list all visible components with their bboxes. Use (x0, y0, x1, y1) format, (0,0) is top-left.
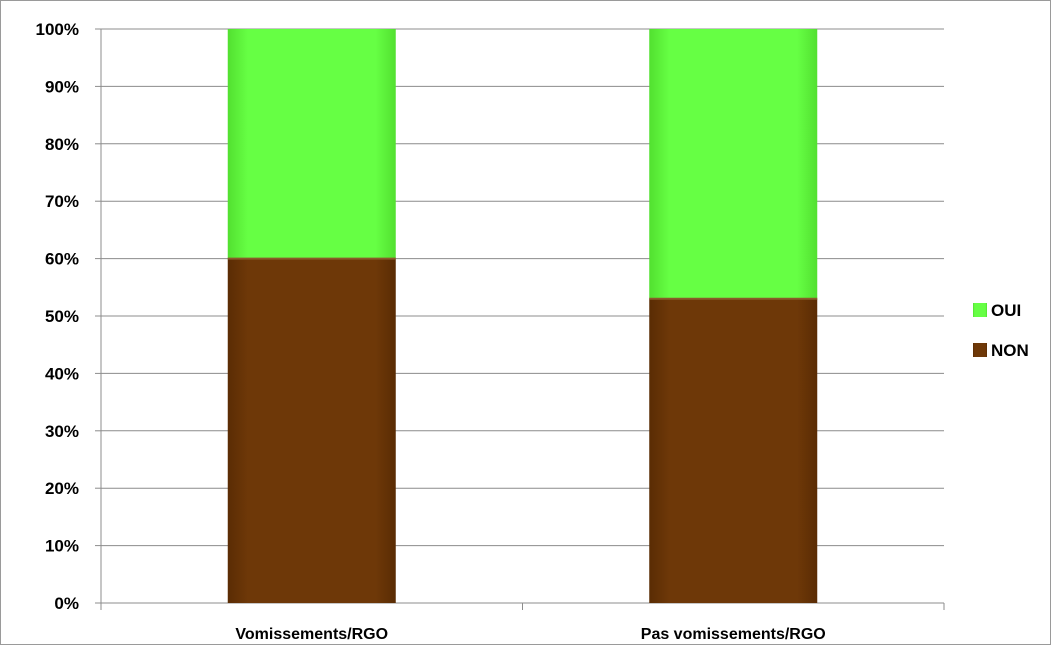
y-tick-label: 100% (36, 20, 79, 39)
y-tick-label: 30% (45, 422, 79, 441)
bar-oui-2 (649, 29, 818, 299)
bar-oui-1 (227, 29, 396, 259)
y-tick-label: 0% (54, 594, 79, 613)
legend: OUI NON (973, 301, 1029, 360)
axis-labels: 0% 10% 20% 30% 40% 50% 60% 70% 80% 90% 100% Vomisse… (36, 20, 826, 643)
y-tick-label: 10% (45, 537, 79, 556)
y-tick-label: 90% (45, 77, 79, 96)
bar-non-2 (649, 298, 818, 603)
bars (227, 29, 818, 603)
y-tick-label: 20% (45, 479, 79, 498)
y-tick-label: 80% (45, 135, 79, 154)
legend-label-non: NON (991, 341, 1029, 360)
x-category-label: Pas vomissements/RGO (641, 626, 826, 643)
legend-label-oui: OUI (991, 301, 1021, 320)
x-category-label: Vomissements/RGO (235, 626, 388, 643)
y-tick-label: 40% (45, 364, 79, 383)
y-tick-label: 50% (45, 307, 79, 326)
y-tick-label: 70% (45, 192, 79, 211)
legend-swatch-non (973, 343, 987, 357)
gridlines (101, 28, 944, 547)
legend-swatch-oui (973, 303, 987, 317)
bar-non-1 (227, 258, 396, 603)
y-tick-label: 60% (45, 250, 79, 269)
